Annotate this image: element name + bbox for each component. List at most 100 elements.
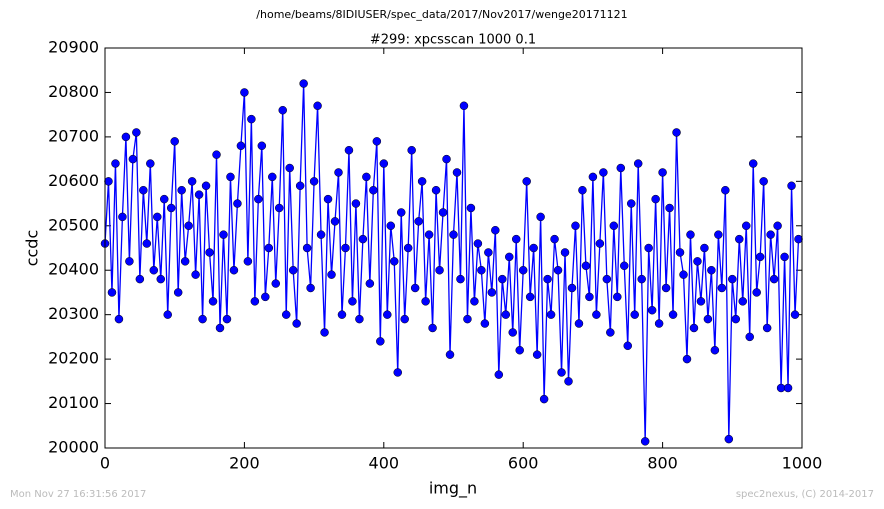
- data-point: [365, 279, 375, 288]
- data-point: [376, 337, 385, 346]
- data-point: [640, 437, 650, 446]
- data-point: [386, 221, 396, 231]
- data-point: [588, 172, 598, 182]
- data-point: [278, 105, 287, 115]
- data-point: [686, 230, 695, 239]
- data-point: [644, 243, 653, 253]
- data-point: [111, 159, 120, 168]
- data-point: [769, 274, 779, 284]
- data-point: [665, 203, 674, 213]
- data-point: [306, 283, 315, 293]
- data-point: [675, 248, 685, 257]
- data-point: [261, 292, 270, 302]
- data-point: [682, 354, 692, 364]
- data-point: [752, 288, 761, 297]
- data-point: [334, 168, 343, 177]
- data-point: [620, 261, 629, 271]
- y-tick-label: 20500: [48, 215, 99, 234]
- data-point: [581, 261, 591, 271]
- data-point: [654, 319, 664, 328]
- data-point: [170, 137, 179, 146]
- data-point: [477, 265, 486, 275]
- data-point: [741, 221, 751, 231]
- data-point: [606, 328, 615, 337]
- data-point: [417, 177, 427, 186]
- data-point: [407, 145, 416, 155]
- data-point: [243, 257, 253, 266]
- data-point: [295, 181, 305, 191]
- data-point: [560, 248, 570, 257]
- data-point: [459, 101, 469, 111]
- data-point: [546, 310, 556, 319]
- data-point: [288, 265, 298, 275]
- data-point: [229, 265, 239, 275]
- data-point: [717, 283, 727, 293]
- data-point: [431, 185, 441, 195]
- data-point: [518, 265, 528, 275]
- data-point: [651, 194, 660, 204]
- data-point: [721, 185, 730, 195]
- data-point: [787, 181, 796, 191]
- data-point: [550, 234, 559, 244]
- footer-left: Mon Nov 27 16:31:56 2017: [10, 489, 146, 500]
- data-point: [362, 172, 371, 182]
- data-point: [557, 368, 566, 377]
- data-point: [153, 212, 162, 222]
- data-point: [505, 252, 514, 262]
- data-point: [456, 274, 465, 284]
- data-point: [149, 265, 159, 275]
- data-point: [452, 168, 462, 177]
- data-point: [696, 297, 706, 306]
- data-point: [658, 168, 667, 177]
- data-point: [264, 243, 274, 253]
- data-point: [146, 159, 155, 168]
- data-point: [585, 292, 594, 302]
- y-tick-label: 20300: [48, 304, 99, 323]
- x-tick-label: 200: [229, 454, 260, 473]
- data-point: [212, 150, 221, 159]
- data-point: [773, 221, 782, 231]
- data-point: [766, 230, 775, 239]
- x-tick-label: 400: [369, 454, 400, 473]
- data-point: [532, 350, 542, 359]
- data-point: [466, 203, 476, 213]
- data-point: [633, 159, 643, 168]
- data-point: [194, 190, 204, 199]
- x-axis-label: img_n: [429, 479, 477, 499]
- data-point: [355, 314, 364, 324]
- data-point: [372, 137, 382, 146]
- data-point: [330, 217, 340, 226]
- data-point: [396, 208, 406, 217]
- data-point: [125, 257, 134, 266]
- data-point: [327, 270, 336, 279]
- data-point: [602, 274, 612, 284]
- data-point: [159, 194, 169, 204]
- data-point: [501, 310, 511, 319]
- data-point: [498, 274, 507, 284]
- data-point: [281, 310, 291, 319]
- data-point: [337, 310, 347, 319]
- data-point: [313, 101, 322, 111]
- data-point: [755, 252, 765, 262]
- y-tick-label: 20600: [48, 171, 99, 190]
- data-point: [710, 345, 720, 355]
- data-point: [463, 314, 472, 324]
- data-point: [790, 310, 800, 319]
- data-point: [128, 154, 138, 164]
- data-point: [142, 239, 152, 248]
- data-point: [609, 221, 619, 231]
- data-point: [292, 319, 301, 328]
- data-point: [393, 368, 402, 377]
- data-point: [323, 194, 333, 204]
- y-tick-label: 20900: [48, 38, 99, 57]
- data-point: [539, 394, 549, 404]
- data-point: [780, 252, 789, 262]
- y-tick-label: 20000: [48, 438, 99, 457]
- data-point: [748, 159, 758, 168]
- data-point: [344, 145, 354, 155]
- data-point: [484, 248, 493, 257]
- y-tick-label: 20800: [48, 82, 99, 101]
- data-point: [714, 230, 723, 239]
- data-point: [299, 79, 308, 88]
- data-point: [400, 314, 409, 324]
